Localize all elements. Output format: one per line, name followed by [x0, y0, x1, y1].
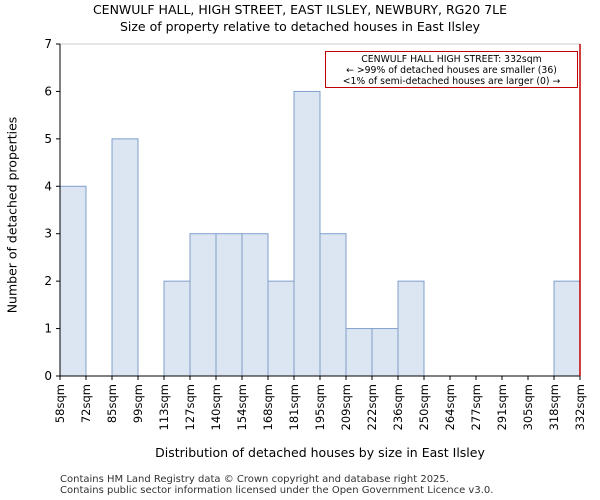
y-tick-label-2: 2: [44, 274, 52, 288]
x-tick-label-318sqm: 318sqm: [547, 384, 561, 430]
x-tick-label-264sqm: 264sqm: [443, 384, 457, 430]
bar-85sqm: [111, 138, 139, 377]
x-tick-label-72sqm: 72sqm: [79, 384, 93, 423]
x-tick-label-291sqm: 291sqm: [495, 384, 509, 430]
bar-209sqm: [345, 328, 373, 377]
x-tick-label-277sqm: 277sqm: [469, 384, 483, 430]
x-tick-label-250sqm: 250sqm: [417, 384, 431, 430]
x-tick-label-332sqm: 332sqm: [573, 384, 587, 430]
bar-58sqm: [59, 185, 87, 377]
x-tick-label-58sqm: 58sqm: [53, 384, 67, 423]
y-tick-label-3: 3: [44, 227, 52, 241]
bar-154sqm: [241, 233, 269, 377]
y-tick-label-4: 4: [44, 179, 52, 193]
annotation-line-2: ← >99% of detached houses are smaller (3…: [346, 65, 557, 76]
x-tick-label-209sqm: 209sqm: [339, 384, 353, 430]
bar-168sqm: [267, 280, 295, 377]
bar-140sqm: [215, 233, 243, 377]
bar-113sqm: [163, 280, 191, 377]
x-tick-label-154sqm: 154sqm: [235, 384, 249, 430]
bar-236sqm: [397, 280, 425, 377]
chart-title: CENWULF HALL, HIGH STREET, EAST ILSLEY, …: [92, 2, 508, 17]
property-annotation-box: CENWULF HALL HIGH STREET: 332sqm ← >99% …: [325, 51, 578, 88]
x-tick-label-195sqm: 195sqm: [313, 384, 327, 430]
x-tick-label-181sqm: 181sqm: [287, 384, 301, 430]
x-tick-label-236sqm: 236sqm: [391, 384, 405, 430]
bar-127sqm: [189, 233, 217, 377]
annotation-line-3: <1% of semi-detached houses are larger (…: [342, 76, 561, 87]
x-tick-label-127sqm: 127sqm: [183, 384, 197, 430]
bar-181sqm: [293, 90, 321, 377]
bar-195sqm: [319, 233, 347, 377]
y-tick-label-6: 6: [44, 84, 52, 98]
y-tick-label-1: 1: [44, 322, 52, 336]
footer-line-2: Contains public sector information licen…: [60, 485, 494, 496]
x-tick-label-113sqm: 113sqm: [157, 384, 171, 430]
chart-subtitle: Size of property relative to detached ho…: [119, 19, 481, 34]
footer-line-1: Contains HM Land Registry data © Crown c…: [60, 474, 449, 485]
annotation-line-1: CENWULF HALL HIGH STREET: 332sqm: [361, 54, 542, 65]
y-tick-label-5: 5: [44, 132, 52, 146]
x-tick-label-222sqm: 222sqm: [365, 384, 379, 430]
x-tick-label-305sqm: 305sqm: [521, 384, 535, 430]
y-tick-label-7: 7: [44, 37, 52, 51]
x-tick-label-140sqm: 140sqm: [209, 384, 223, 430]
bar-318sqm: [553, 280, 581, 377]
x-tick-label-168sqm: 168sqm: [261, 384, 275, 430]
x-axis-label: Distribution of detached houses by size …: [155, 445, 485, 460]
bar-222sqm: [371, 328, 399, 377]
x-tick-label-85sqm: 85sqm: [105, 384, 119, 423]
y-axis-label: Number of detached properties: [4, 116, 20, 314]
y-tick-label-0: 0: [44, 369, 52, 383]
x-tick-label-99sqm: 99sqm: [131, 384, 145, 423]
